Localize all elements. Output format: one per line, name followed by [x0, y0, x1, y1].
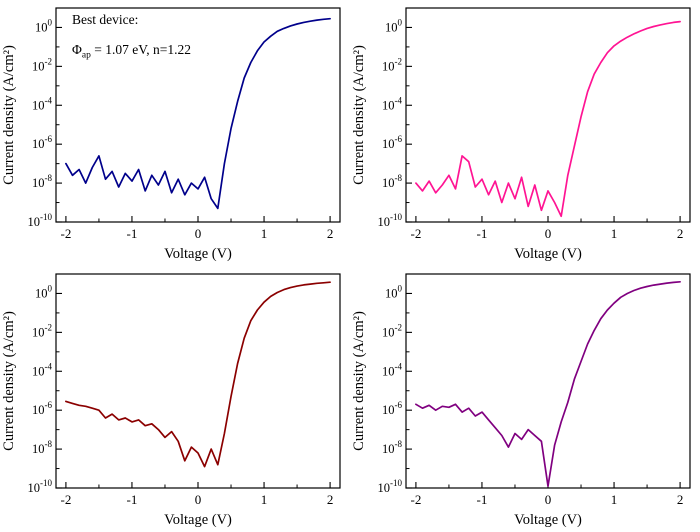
x-tick-label: -1 — [477, 226, 488, 241]
y-tick-label: 100 — [35, 17, 53, 34]
y-tick-label: 10-8 — [32, 439, 52, 456]
plot-frame — [55, 273, 341, 489]
panel-bottom-right: -2 -1 0 1 2 10-10 10-8 10-6 10-4 10-2 100 Voltage (… — [350, 266, 700, 532]
y-axis-label: Current density (A/cm²) — [351, 311, 367, 451]
phi-subscript: ap — [81, 50, 91, 61]
y-axis-label: Current density (A/cm²) — [351, 45, 367, 185]
y-tick-label: 10-2 — [382, 56, 402, 73]
x-tick-label: 0 — [545, 226, 552, 241]
y-tick-label: 10-4 — [382, 95, 402, 112]
plot-frame — [405, 273, 691, 489]
y-tick-label: 10-2 — [32, 322, 52, 339]
y-axis-label: Current density (A/cm²) — [1, 45, 17, 185]
y-tick-label: 10-10 — [28, 212, 53, 229]
y-tick-label: 10-8 — [382, 439, 402, 456]
y-tick-label: 100 — [35, 283, 53, 300]
y-tick-label: 10-6 — [382, 400, 402, 417]
y-tick-label: 10-6 — [382, 134, 402, 151]
x-axis-label: Voltage (V) — [514, 512, 582, 528]
y-tick-label: 10-2 — [382, 322, 402, 339]
x-tick-label: 0 — [195, 226, 202, 241]
y-tick-label: 10-10 — [378, 478, 403, 495]
curve-bottom-right — [415, 280, 681, 487]
y-tick-label: 10-6 — [32, 134, 52, 151]
curve-top-right — [415, 20, 681, 218]
x-tick-label: -2 — [410, 492, 421, 507]
x-axis-label: Voltage (V) — [514, 246, 582, 262]
x-tick-label: 1 — [611, 492, 618, 507]
phi-symbol: Φ — [72, 42, 82, 58]
curve-top-left — [65, 17, 331, 210]
plot-top-right: -2 -1 0 1 2 10-10 10-8 10-6 10-4 10-2 100 Voltage (… — [351, 7, 691, 262]
x-tick-label: 2 — [327, 226, 334, 241]
y-tick-label: 10-10 — [378, 212, 403, 229]
x-tick-label: -1 — [477, 492, 488, 507]
y-tick-label: 10-8 — [382, 173, 402, 190]
annotation-line1: Best device: — [72, 12, 139, 27]
y-tick-label: 10-4 — [32, 361, 52, 378]
panel-top-left: -2 -1 0 1 2 10-10 10-8 10-6 10-4 10-2 100 Voltage (… — [0, 0, 350, 266]
plot-bottom-right: -2 -1 0 1 2 10-10 10-8 10-6 10-4 10-2 100 Voltage (… — [351, 273, 691, 528]
y-tick-label: 10-2 — [32, 56, 52, 73]
x-tick-label: -2 — [60, 226, 71, 241]
y-tick-label: 10-4 — [32, 95, 52, 112]
y-tick-label: 100 — [385, 283, 403, 300]
panel-top-right: -2 -1 0 1 2 10-10 10-8 10-6 10-4 10-2 100 Voltage (… — [350, 0, 700, 266]
y-tick-label: 10-6 — [32, 400, 52, 417]
panel-bottom-left: -2 -1 0 1 2 10-10 10-8 10-6 10-4 10-2 100 Voltage (… — [0, 266, 350, 532]
curve-bottom-left — [65, 281, 331, 468]
x-axis-label: Voltage (V) — [164, 246, 232, 262]
x-tick-label: 2 — [327, 492, 334, 507]
y-tick-label: 10-8 — [32, 173, 52, 190]
annotation-values: = 1.07 eV, n=1.22 — [90, 42, 191, 58]
plot-bottom-left: -2 -1 0 1 2 10-10 10-8 10-6 10-4 10-2 100 Voltage (… — [1, 273, 341, 528]
x-axis-label: Voltage (V) — [164, 512, 232, 528]
x-tick-label: 2 — [677, 492, 684, 507]
annotation: Best device: Φap = 1.07 eV, n=1.22 — [72, 12, 191, 62]
annotation-line2: Φap = 1.07 eV, n=1.22 — [72, 42, 191, 62]
y-tick-label: 10-4 — [382, 361, 402, 378]
y-axis-label: Current density (A/cm²) — [1, 311, 17, 451]
x-tick-label: 1 — [611, 226, 618, 241]
x-tick-label: 1 — [261, 492, 268, 507]
y-tick-label: 10-10 — [28, 478, 53, 495]
x-tick-label: 0 — [195, 492, 202, 507]
x-tick-label: -2 — [60, 492, 71, 507]
x-tick-label: 1 — [261, 226, 268, 241]
y-tick-label: 100 — [385, 17, 403, 34]
plot-frame — [405, 7, 691, 223]
x-tick-label: -2 — [410, 226, 421, 241]
x-tick-label: -1 — [127, 226, 138, 241]
plot-top-left: -2 -1 0 1 2 10-10 10-8 10-6 10-4 10-2 100 Voltage (… — [1, 7, 341, 262]
x-tick-label: -1 — [127, 492, 138, 507]
x-tick-label: 0 — [545, 492, 552, 507]
x-tick-label: 2 — [677, 226, 684, 241]
